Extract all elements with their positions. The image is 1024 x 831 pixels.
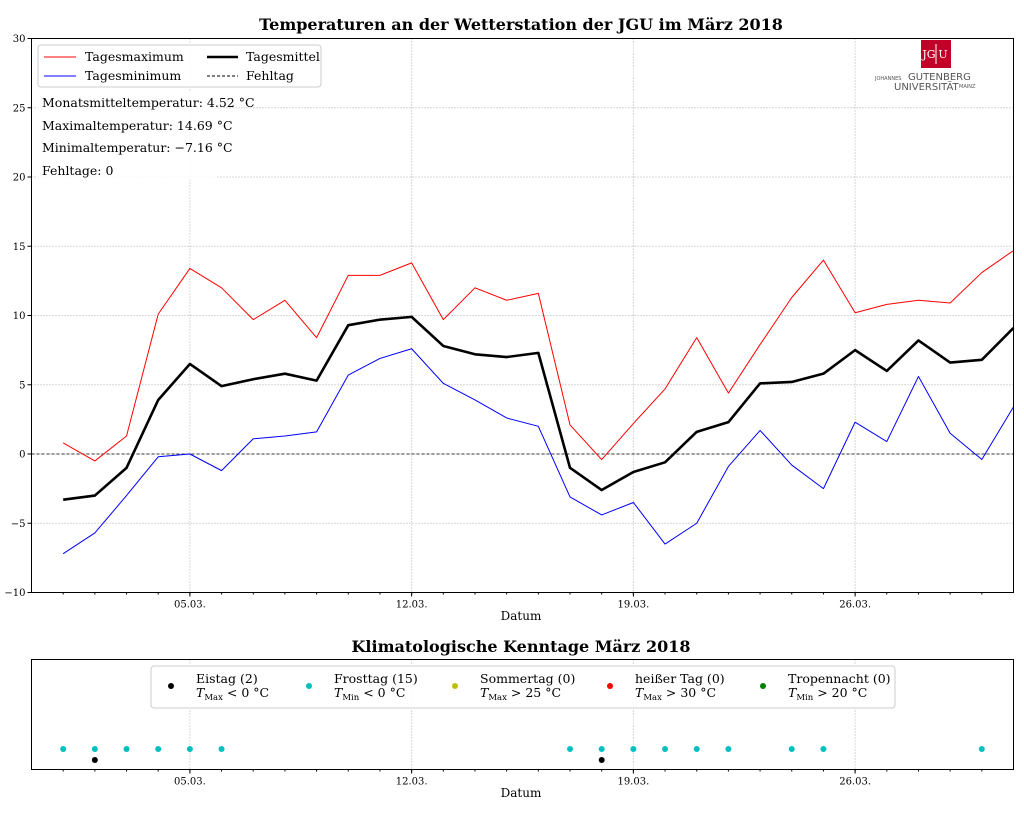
main-chart-y-ticks: −10 −5 0 5 10 15 20 25 30 [4, 34, 32, 599]
x-tick-label: 05.03. [174, 600, 206, 611]
kenntage-point [820, 746, 827, 752]
legend-label-max: Tagesmaximum [85, 49, 184, 64]
kenntage-point [186, 746, 193, 752]
kenntage-legend-label: Frosttag (15) [334, 671, 418, 686]
kenntage-point [598, 746, 605, 752]
kenntage-legend-condition: TMax > 25 °C [480, 685, 561, 703]
y-tick-label: −5 [11, 519, 26, 530]
kenntage-point [218, 746, 225, 752]
stat-max-temp: Maximaltemperatur: 14.69 °C [42, 118, 233, 133]
stat-monthly-mean: Monatsmitteltemperatur: 4.52 °C [42, 95, 255, 110]
y-tick-label: 15 [13, 242, 26, 253]
y-tick-label: 0 [19, 450, 25, 461]
main-chart-legend: Tagesmaximum Tagesminimum Tagesmittel Fe… [37, 44, 322, 88]
kenntage-legend-swatch [306, 683, 312, 689]
kenntage-frame [31, 659, 1014, 770]
kenntage-tick-label: 19.03. [617, 777, 649, 788]
kenntage-point [598, 757, 605, 763]
kenntage-legend-swatch [168, 683, 174, 689]
kenntage-legend-swatch [607, 683, 613, 689]
kenntage-point [662, 746, 669, 752]
logo-line2-big: UNIVERSITÄT [894, 80, 960, 93]
x-tick-label: 12.03. [396, 600, 428, 611]
series-line-0 [62, 250, 1014, 462]
logo-mark-left: JG [921, 48, 935, 61]
logo-mark-right: U [938, 48, 947, 61]
legend-label-min: Tagesminimum [85, 68, 181, 83]
x-tick-label: 19.03. [617, 600, 649, 611]
kenntage-point [91, 746, 98, 752]
stat-missing-days: Fehltage: 0 [42, 163, 113, 178]
kenntage-legend-condition: TMin < 0 °C [334, 685, 405, 703]
kenntage-point [155, 746, 162, 752]
y-tick-label: 30 [13, 34, 26, 45]
x-tick-label: 26.03. [839, 600, 871, 611]
main-chart-x-ticks: 05.03. 12.03. 19.03. 26.03. [62, 592, 983, 611]
kenntage-point [60, 746, 67, 752]
series-line-2 [63, 315, 1015, 501]
kenntage-points [60, 746, 985, 763]
main-chart-grid [31, 38, 1014, 593]
logo-line2-small: MAINZ [959, 84, 976, 90]
kenntage-tick-label: 26.03. [839, 777, 871, 788]
legend-label-mean: Tagesmittel [246, 49, 320, 64]
kenntage-point [567, 746, 574, 752]
kenntage-point [91, 757, 98, 763]
kenntage-point [978, 746, 985, 752]
main-chart-lines [31, 250, 1015, 555]
y-tick-label: −10 [4, 588, 25, 599]
kenntage-tick-label: 05.03. [174, 777, 206, 788]
kenntage-legend-condition: TMin > 20 °C [788, 685, 867, 703]
main-chart-title: Temperaturen an der Wetterstation der JG… [259, 15, 783, 34]
kenntage-point [725, 746, 732, 752]
y-tick-label: 20 [13, 173, 26, 184]
series-line-1 [62, 348, 1014, 555]
logo-line1-small: JOHANNES [874, 76, 901, 82]
y-tick-label: 5 [19, 380, 25, 391]
kenntage-legend-condition: TMax > 30 °C [635, 685, 716, 703]
y-tick-label: 10 [13, 311, 26, 322]
kenntage-tick-label: 12.03. [396, 777, 428, 788]
kenntage-x-label: Datum [501, 786, 542, 800]
kenntage-legend-label: Eistag (2) [196, 671, 258, 686]
stat-min-temp: Minimaltemperatur: −7.16 °C [42, 140, 233, 155]
kenntage-legend-condition: TMax < 0 °C [196, 685, 269, 703]
kenntage-chart-title: Klimatologische Kenntage März 2018 [352, 637, 691, 656]
kenntage-legend-swatch [452, 683, 458, 689]
kenntage-point [123, 746, 130, 752]
kenntage-point [630, 746, 637, 752]
kenntage-legend-label: Tropennacht (0) [788, 671, 891, 686]
kenntage-legend-label: Sommertag (0) [480, 671, 575, 686]
kenntage-legend-label: heißer Tag (0) [635, 671, 725, 686]
legend-label-missing: Fehltag [246, 68, 294, 83]
kenntage-legend-swatch [760, 683, 766, 689]
kenntage-point [693, 746, 700, 752]
logo-line1-big: GUTENBERG [908, 72, 971, 83]
stats-box: Monatsmitteltemperatur: 4.52 °C Maximalt… [36, 92, 255, 180]
kenntage-point [788, 746, 795, 752]
jgu-logo: JG U JOHANNES GUTENBERG UNIVERSITÄT MAIN… [874, 40, 976, 93]
kenntage-x-ticks: 05.03. 12.03. 19.03. 26.03. [62, 769, 983, 788]
y-tick-label: 25 [13, 103, 26, 114]
kenntage-legend: Eistag (2)TMax < 0 °C Frosttag (15)TMin <… [150, 665, 896, 709]
main-chart-x-label: Datum [501, 609, 542, 623]
